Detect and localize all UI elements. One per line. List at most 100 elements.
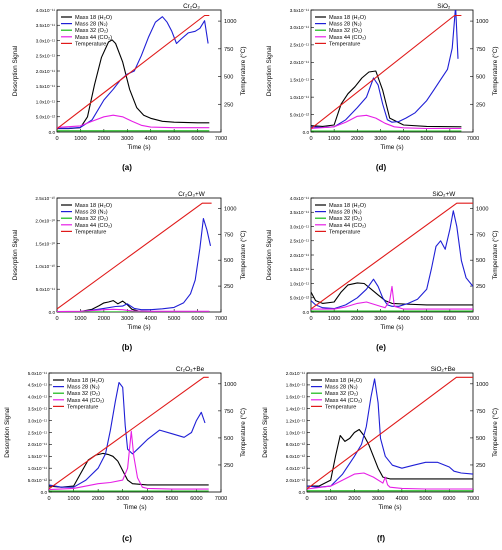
y2-tick-label: 1000 [476,19,488,25]
legend-entry: Mass 44 (CO₂) [329,35,366,41]
y-tick-label: 2.0x10⁻¹¹ [290,253,310,258]
x-tick-label: 7000 [467,316,479,322]
plot-area [307,376,473,492]
y-tick-label: 1.5x10⁻¹⁰ [35,241,55,246]
y-tick-label: 3.0x10⁻¹¹ [290,25,310,30]
x-tick-label: 2000 [98,316,110,322]
y-tick-label: 1.0x10⁻¹¹ [290,95,310,100]
x-tick-label: 1000 [74,136,86,142]
legend-entry: Temperature [325,404,356,410]
chart-panel: 0 1000 2000 3000 4000 5000 6000 7000 0.0 5.0x10⁻¹… [12,191,247,352]
plot-area [311,10,462,132]
series-line [307,428,473,487]
chart-title: Cr₂O₃ [183,3,200,10]
y-tick-label: 3.0x10⁻¹¹ [290,224,310,229]
series-line [311,10,459,129]
y-tick-label: 1.8x10⁻¹¹ [286,383,306,388]
y-tick-label: 2.0x10⁻¹¹ [28,442,48,447]
x-tick-label: 0 [309,316,312,322]
legend-entry: Mass 32 (O₂) [67,391,100,397]
x-tick-label: 5000 [168,316,180,322]
x-tick-label: 0 [305,496,308,502]
x-tick-label: 3000 [121,136,133,142]
y2-tick-label: 250 [224,284,233,290]
x-tick-label: 7000 [215,496,227,502]
y2-tick-label: 250 [224,102,233,108]
y-tick-label: 2.0x10⁻¹¹ [36,69,56,74]
chart-title: Cr₂O₃+Be [176,366,205,373]
y2-axis-label: Temperature (°C) [491,230,499,279]
y-tick-label: 1.4x10⁻¹¹ [286,407,306,412]
y-axis-label: Desorption Signal [4,407,11,457]
panel-label: (f) [377,534,385,543]
y-tick-label: 2.0x10⁻¹¹ [286,371,306,376]
y-tick-label: 1.0x10⁻¹¹ [286,430,306,435]
y-tick-label: 3.5x10⁻¹¹ [290,8,310,13]
y-tick-label: 1.0x10⁻¹¹ [36,99,56,104]
y2-tick-label: 750 [224,47,233,53]
y-axis-label: Desorption Signal [12,46,19,96]
x-tick-label: 3000 [374,136,386,142]
y-tick-label: 0.0 [299,490,306,495]
legend-entry: Mass 28 (N₂) [325,385,358,391]
y2-tick-label: 750 [224,409,233,415]
chart-title: Cr₂O₃+W [178,191,206,198]
y-tick-label: 3.5x10⁻¹¹ [290,210,310,215]
legend-entry: Mass 28 (N₂) [67,385,100,391]
x-axis-label: Time (s) [380,324,403,331]
y-axis-label: Desorption Signal [266,230,273,280]
legend: Mass 18 (H₂O)Mass 28 (N₂)Mass 32 (O₂)Mas… [61,15,112,47]
legend-entry: Mass 32 (O₂) [75,216,108,222]
y2-tick-label: 750 [476,47,485,53]
legend-entry: Mass 18 (H₂O) [325,378,362,384]
legend: Mass 18 (H₂O)Mass 28 (N₂)Mass 32 (O₂)Mas… [311,378,362,410]
legend-entry: Mass 44 (CO₂) [75,223,112,229]
x-tick-label: 2000 [351,136,363,142]
legend-entry: Mass 44 (CO₂) [67,398,104,404]
y-tick-label: 1.0x10⁻¹¹ [290,281,310,286]
chart-panel: 0 1000 2000 3000 4000 5000 6000 7000 0.0 5.0x10⁻¹… [266,3,499,172]
x-tick-label: 5000 [420,136,432,142]
x-axis-label: Time (s) [127,144,150,151]
y-tick-label: 0.0 [303,130,310,135]
x-tick-label: 1000 [67,496,79,502]
legend-entry: Mass 32 (O₂) [325,391,358,397]
y2-tick-label: 250 [476,463,485,469]
temperature-line [57,202,212,310]
x-tick-label: 1000 [74,316,86,322]
series-line [57,217,212,312]
legend-entry: Temperature [329,229,360,235]
x-tick-label: 7000 [215,316,227,322]
y-tick-label: 1.0x10⁻¹⁰ [35,264,55,269]
plot-area [311,202,473,312]
y2-tick-label: 500 [476,436,485,442]
y-axis-label: Desorption Signal [12,230,19,280]
y-tick-label: 0.0 [41,490,48,495]
y2-tick-label: 500 [476,258,485,264]
x-tick-label: 2000 [351,316,363,322]
series-line [49,452,209,488]
legend: Mass 18 (H₂O)Mass 28 (N₂)Mass 32 (O₂)Mas… [61,203,112,235]
y-tick-label: 2.5x10⁻¹¹ [28,430,48,435]
y-tick-label: 3.0x10⁻¹¹ [28,418,48,423]
legend-entry: Mass 44 (CO₂) [75,35,112,41]
x-tick-label: 6000 [191,136,203,142]
y2-axis-label: Temperature (°C) [239,46,247,95]
legend-entry: Mass 28 (N₂) [75,210,108,216]
series-line [57,39,210,130]
legend-entry: Mass 32 (O₂) [329,28,362,34]
y2-tick-label: 1000 [476,206,488,212]
legend-entry: Mass 18 (H₂O) [329,15,366,21]
x-tick-label: 1000 [324,496,336,502]
x-axis-label: Time (s) [123,504,146,511]
x-tick-label: 7000 [467,496,479,502]
y-tick-label: 2.0x10⁻¹¹ [290,60,310,65]
temperature-line [49,376,209,490]
x-tick-label: 4000 [397,316,409,322]
y-tick-label: 3.0x10⁻¹¹ [36,38,56,43]
x-tick-label: 0 [55,316,58,322]
series-line [311,285,473,310]
legend-entry: Temperature [329,41,360,47]
x-tick-label: 1000 [328,316,340,322]
